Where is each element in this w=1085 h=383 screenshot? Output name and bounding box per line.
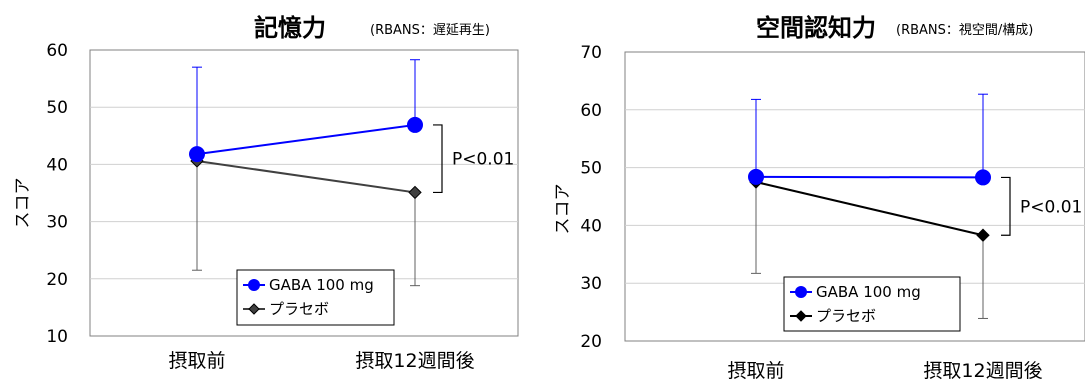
legend-label: GABA 100 mg [269,276,374,294]
y-axis-label: スコア [553,184,573,235]
chart-title: 記憶力 [254,14,326,42]
p-value-annotation: P<0.01 [452,150,514,170]
y-axis-label: スコア [13,178,33,229]
series-line-placebo [196,159,416,194]
x-tick-label: 摂取12週間後 [355,350,474,372]
chart-subtitle: (RBANS：遅延再生) [370,23,490,38]
p-value-annotation: P<0.01 [1020,197,1082,217]
series-line-gaba [196,123,416,156]
significance-bracket [433,124,443,194]
legend-swatch-marker [795,286,807,298]
y-tick-label: 20 [580,332,602,352]
x-tick-label: 摂取前 [727,360,784,382]
plot-area [89,49,519,337]
significance-bracket [1001,176,1011,236]
y-tick-label: 70 [580,43,602,63]
y-tick-label: 30 [46,213,68,233]
legend-label: プラセボ [269,300,329,318]
data-point-gaba [407,116,423,133]
x-tick-label: 摂取前 [168,350,225,372]
y-tick-label: 40 [46,155,68,175]
legend-box [236,269,395,326]
y-tick-label: 30 [580,274,602,294]
legend-swatch-marker [795,310,807,322]
data-point-placebo [408,185,422,200]
series-line-placebo [755,181,984,237]
y-tick-label: 40 [580,216,602,236]
series-line-gaba [755,175,984,179]
legend-swatch-marker [248,303,260,315]
x-tick-label: 摂取12週間後 [923,360,1042,382]
legend-box [783,276,961,332]
data-point-placebo [976,228,990,242]
y-tick-label: 20 [46,270,68,290]
y-tick-label: 60 [46,41,68,61]
chart-title: 空間認知力 [756,14,876,42]
data-point-gaba [975,169,991,186]
legend-label: プラセボ [816,307,876,325]
data-point-gaba [189,146,205,163]
y-tick-label: 50 [46,98,68,118]
plot-area [624,51,1085,342]
data-point-gaba [748,168,764,185]
y-tick-label: 60 [580,101,602,121]
chart-subtitle: (RBANS：視空間/構成) [896,23,1033,38]
y-tick-label: 50 [580,159,602,179]
legend-swatch-marker [248,279,260,291]
legend-label: GABA 100 mg [816,283,921,301]
y-tick-label: 10 [46,327,68,347]
